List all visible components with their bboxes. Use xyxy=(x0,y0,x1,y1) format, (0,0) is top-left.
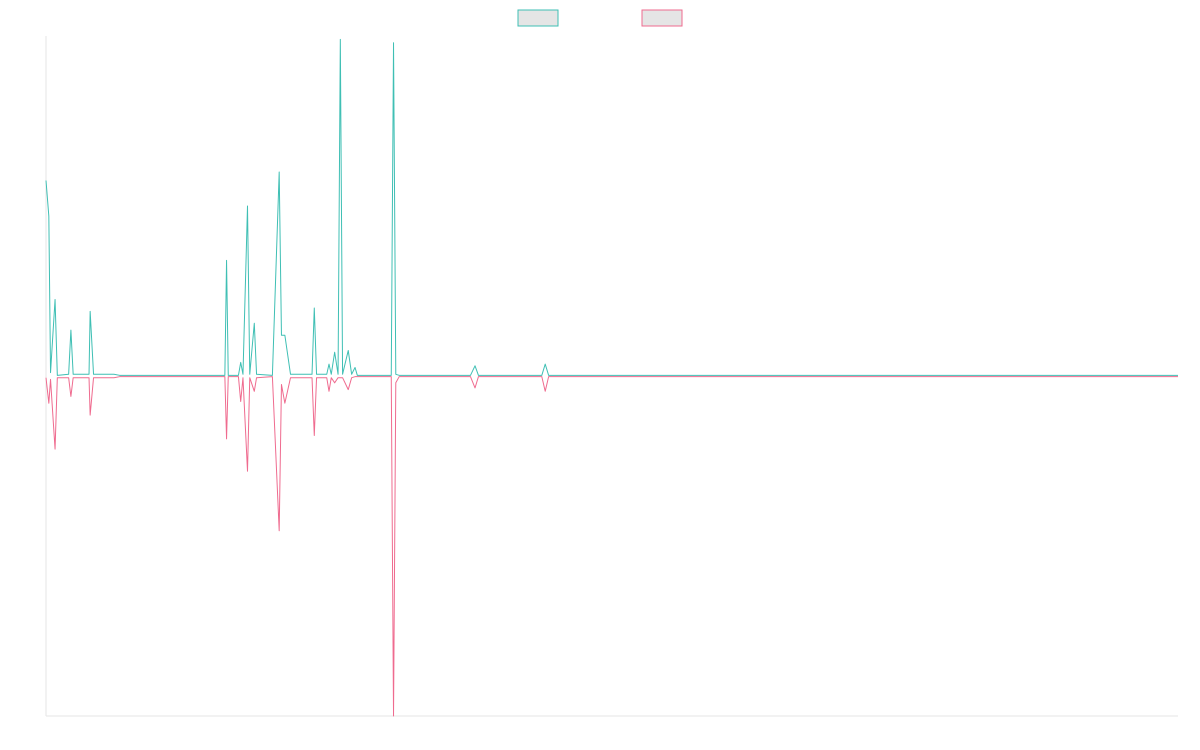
legend-swatch-2[interactable] xyxy=(641,9,683,27)
series-layer xyxy=(45,38,1178,717)
axes xyxy=(45,36,1178,717)
series-line-2 xyxy=(45,376,1178,717)
legend xyxy=(517,9,683,27)
series-line-1 xyxy=(45,38,1178,376)
legend-swatch-1[interactable] xyxy=(517,9,559,27)
